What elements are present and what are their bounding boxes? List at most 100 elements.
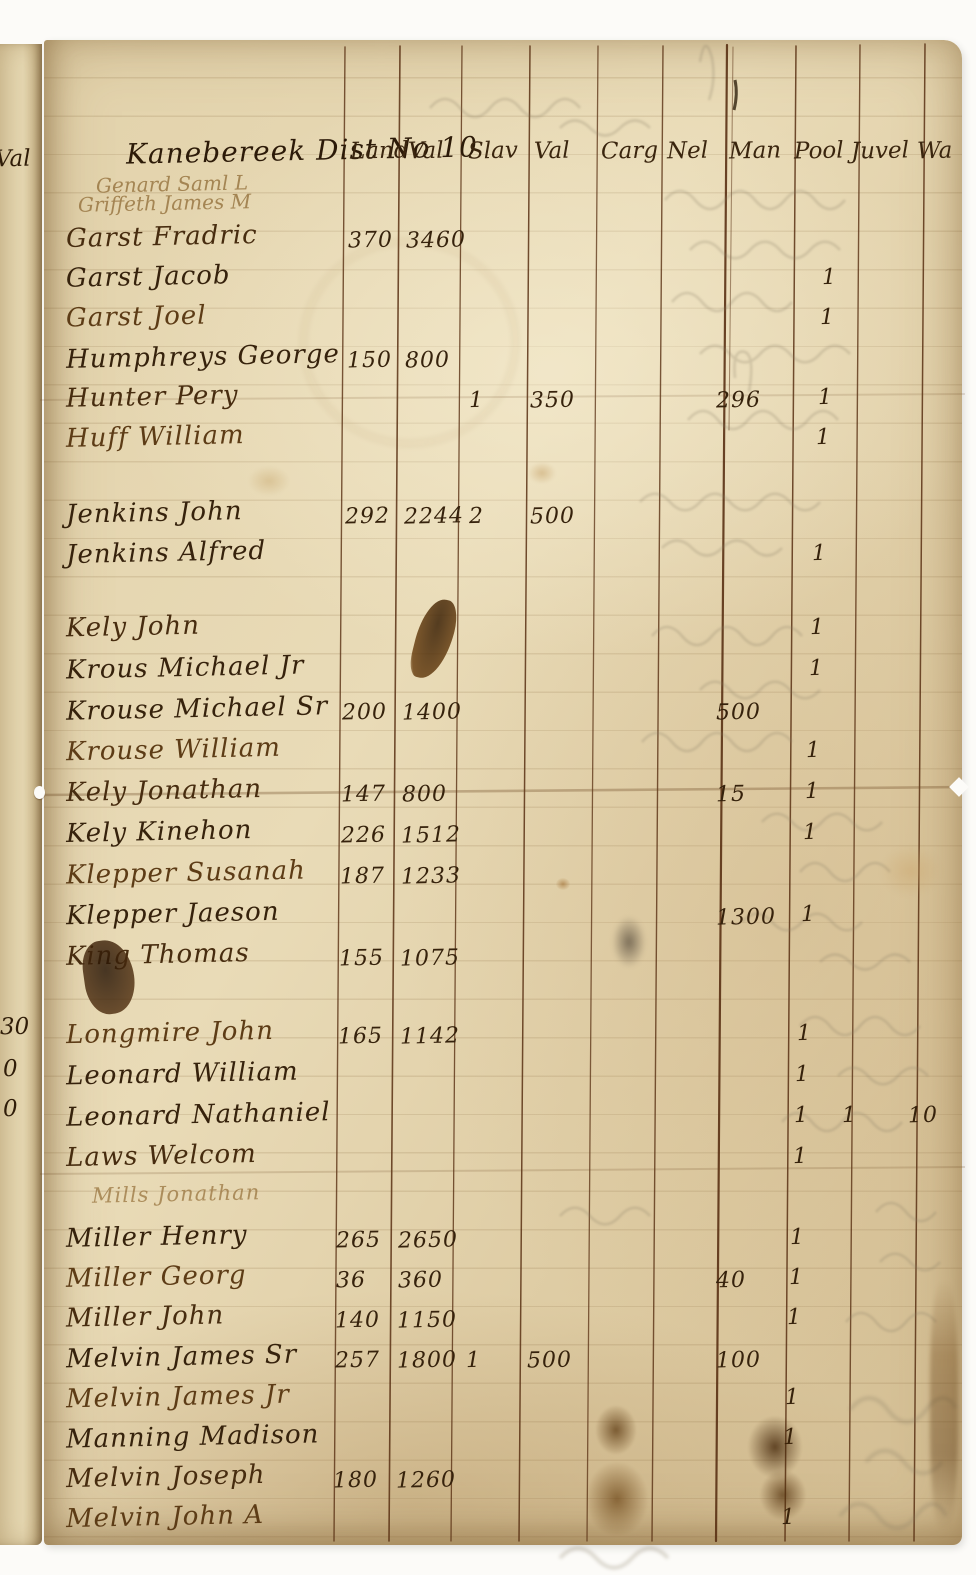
cell-land_val: 360 (397, 1267, 443, 1294)
cell-land: 147 (341, 781, 387, 808)
cell-land: 292 (344, 503, 390, 530)
cell-slav_val: 350 (530, 387, 576, 414)
ledger-row: Krouse William 1 (0, 732, 976, 779)
taxpayer-name: Miller Georg (65, 1260, 247, 1294)
column-header-val-1: Val (407, 137, 444, 165)
ledger-row: Klepper Susanah 187 1233 (0, 855, 976, 902)
cell-pool: 1 (816, 424, 832, 451)
cell-land_val: 800 (404, 347, 451, 374)
cell-land_val: 1142 (399, 1023, 460, 1050)
cell-pool: 1 (809, 614, 826, 641)
taxpayer-name: Garst Joel (65, 300, 207, 334)
ledger-row: Leonard Nathaniel 1 1 10 (0, 1097, 976, 1144)
cell-land_val: 1150 (397, 1307, 458, 1334)
water-stain (528, 462, 556, 484)
taxpayer-name: Krouse Michael Sr (65, 691, 329, 727)
cell-land_val: 1260 (395, 1467, 457, 1494)
ledger-row: Laws Welcom 1 (0, 1139, 976, 1185)
cell-land_val: 1800 (396, 1347, 458, 1374)
cell-pool: 1 (784, 1384, 800, 1411)
cell-pool: 1 (788, 1264, 804, 1291)
cell-land: 370 (347, 227, 394, 254)
column-header-val-3: Val (533, 137, 570, 165)
taxpayer-name: Kely Jonathan (65, 773, 263, 809)
cell-land: 257 (334, 1347, 380, 1374)
taxpayer-name: Leonard William (65, 1056, 299, 1092)
cell-land_val: 1512 (400, 822, 462, 849)
cell-land: 155 (339, 945, 385, 972)
cell-wa: 10 (907, 1102, 939, 1129)
ledger-row: Huff William 1 (0, 420, 976, 466)
faint-crossed-name: Griffeth James M (77, 189, 252, 217)
ledger-row: Miller Georg 36 360 40 1 (0, 1260, 976, 1306)
cell-land_val: 800 (401, 781, 447, 808)
taxpayer-name: Mills Jonathan (91, 1180, 261, 1208)
ledger-row: Jenkins John 292 2244 2 500 (0, 496, 976, 542)
ink-stain (596, 1406, 636, 1454)
cell-land: 187 (340, 863, 386, 890)
column-header-wa-9: Wa (916, 137, 953, 165)
taxpayer-name: Melvin John A (65, 1499, 265, 1535)
column-header-carg-4: Carg (600, 137, 659, 165)
ledger-row: Miller John 140 1150 1 (0, 1300, 976, 1346)
cell-pool: 1 (792, 1143, 808, 1170)
taxpayer-name: Longmire John (65, 1015, 275, 1051)
cell-pool: 1 (817, 384, 833, 411)
cell-man: 40 (715, 1267, 747, 1294)
cell-pool: 1 (800, 901, 816, 928)
cell-land_val: 1233 (400, 863, 462, 890)
column-header-land-0: Land (349, 137, 409, 165)
cell-land: 140 (334, 1307, 381, 1334)
ink-stain (760, 1470, 806, 1520)
cell-land: 200 (342, 699, 388, 726)
cell-slav_val: 500 (529, 503, 576, 530)
taxpayer-name: Garst Fradric (65, 219, 258, 255)
cell-land_val: 2650 (397, 1227, 459, 1254)
ledger-row: Melvin Joseph 180 1260 (0, 1460, 976, 1506)
taxpayer-name: Kely John (65, 610, 201, 644)
ledger-row: Krouse Michael Sr 200 1400 500 (0, 691, 976, 738)
ledger-row: Garst Jacob 1 (0, 260, 976, 306)
taxpayer-name: Miller John (65, 1300, 225, 1334)
ledger-row: Kely Kinehon 226 1512 1 (0, 815, 976, 861)
taxpayer-name: Melvin James Jr (65, 1379, 291, 1415)
taxpayer-name: Krous Michael Jr (65, 650, 305, 686)
cell-pool: 1 (796, 1020, 812, 1047)
ledger-row: Longmire John 165 1142 1 (0, 1015, 976, 1062)
bleed-through-ghost-writing (429, 44, 941, 1333)
ledger-row: Klepper Jaeson 1300 1 (0, 897, 976, 943)
worm-hole (34, 786, 45, 799)
cell-slav_val: 500 (526, 1347, 572, 1374)
cell-land_val: 2244 (403, 503, 465, 530)
taxpayer-name: Humphreys George (65, 339, 341, 375)
taxpayer-name: Jenkins John (65, 496, 243, 530)
cell-land: 180 (332, 1467, 379, 1494)
taxpayer-name: Manning Madison (65, 1419, 320, 1455)
embossed-seal-mark (300, 238, 519, 447)
cell-man: 1300 (715, 904, 777, 931)
ledger-row: Melvin John A1 (0, 1499, 976, 1546)
cell-pool: 1 (803, 819, 819, 846)
cell-pool: 1 (804, 778, 820, 805)
ledger-row: King Thomas 155 1075 (0, 938, 976, 984)
cell-land: 265 (335, 1227, 382, 1254)
ledger-row: Hunter Pery 1 350 296 1 (0, 380, 976, 426)
taxpayer-name: Miller Henry (65, 1220, 248, 1254)
taxpayer-name: Garst Jacob (65, 260, 231, 294)
cell-man: 296 (715, 387, 762, 414)
cell-pool: 1 (812, 540, 828, 567)
taxpayer-name: Hunter Pery (65, 380, 239, 414)
cell-juvel: 1 (841, 1102, 858, 1129)
ledger-row: Melvin James Sr 257 1800 1 500 100 (0, 1340, 976, 1386)
taxpayer-name: Krouse William (65, 732, 282, 768)
column-header-slav-2: Slav (467, 137, 519, 165)
column-header-juvel-8: Juvel (850, 137, 910, 165)
ledger-row: Kely John 1 (0, 610, 976, 656)
spot-stain (556, 878, 570, 890)
ledger-row: Krous Michael Jr 1 (0, 650, 976, 697)
column-header-pool-7: Pool (793, 137, 844, 165)
ledger-row: Miller Henry 265 2650 1 (0, 1220, 976, 1266)
ledger-row: Melvin James Jr 1 (0, 1379, 976, 1426)
taxpayer-name: Huff William (65, 420, 245, 454)
